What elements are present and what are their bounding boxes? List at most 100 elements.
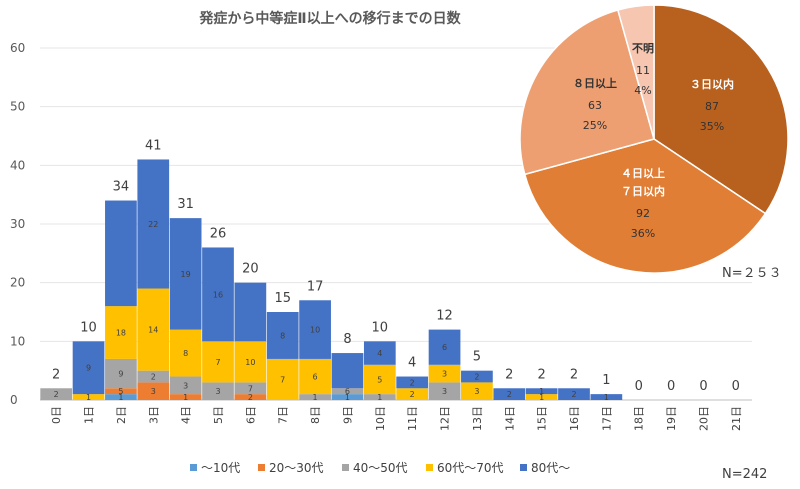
segment-value-label: 1 [86,393,91,402]
bar-segment [363,341,396,365]
bar-segment [137,288,170,371]
segment-value-label: 3 [183,381,188,390]
bar-total-label: 31 [177,197,194,212]
segment-value-label: 6 [313,373,318,382]
bar-total-label: 15 [274,291,291,306]
segment-value-label: 7 [280,375,285,384]
bar-segment [234,382,267,395]
bar-total-label: 0 [732,379,740,394]
bar-total-label: 0 [667,379,675,394]
pie-n-label: N=２５３ [722,266,782,281]
x-tick-label: 4日 [180,406,193,424]
legend-swatch [258,464,265,471]
segment-value-label: 3 [442,387,447,396]
bar-segment [525,388,558,395]
bar-segment [169,376,202,395]
segment-value-label: 5 [118,387,123,396]
segment-value-label: 16 [213,290,223,299]
y-tick-label: 10 [10,334,25,348]
bar-n-label: N=242 [722,467,767,482]
bar-segment [169,329,202,377]
segment-value-label: 1 [604,393,609,402]
chart-title: 発症から中等症Ⅱ以上への移行までの日数 [198,10,461,27]
segment-value-label: 2 [507,390,512,399]
bar-total-label: 41 [145,138,162,153]
bar-total-label: 4 [408,356,416,371]
x-tick-label: 18日 [633,406,646,431]
x-tick-label: 9日 [341,406,354,424]
bar-segment [72,394,105,400]
bar-segment [105,200,137,307]
segment-value-label: 6 [345,387,350,396]
bar-segment [363,394,396,400]
bar-segment [266,312,299,359]
segment-value-label: 8 [183,349,188,358]
bar-segment [299,300,331,359]
bar-segment [299,394,331,400]
bar-total-label: 34 [113,180,130,195]
bar-segment [396,388,429,400]
pie-slice [523,138,767,274]
bar-segment [40,388,73,400]
pie-slice-name: ４日以上 [621,166,665,180]
segment-value-label: 10 [310,326,320,335]
segment-value-label: 9 [86,364,91,373]
bar-segment [234,394,267,400]
bar-segment [590,394,623,400]
pie-slice-percent: 35% [700,120,724,133]
bar-segment [202,247,234,342]
segment-value-label: 1 [377,393,382,402]
pie-slice [519,9,655,176]
x-tick-label: 20日 [697,406,710,431]
x-tick-label: 3日 [147,406,160,424]
x-tick-label: 11日 [406,406,419,431]
bar-segment [299,358,331,395]
bar-total-label: 1 [602,373,610,388]
pie-slice-percent: 4% [634,84,651,97]
segment-value-label: 2 [151,373,156,382]
legend-swatch [342,464,349,471]
x-tick-label: 14日 [503,406,516,431]
bar-total-label: 8 [343,332,351,347]
legend-label: 40～50代 [353,461,408,475]
x-tick-label: 16日 [568,406,581,431]
segment-value-label: 1 [118,393,123,402]
bar-segment [461,382,493,400]
bar-segment [234,282,267,342]
x-tick-label: 21日 [730,406,743,431]
legend-swatch [520,464,527,471]
pie-slice-count: 63 [588,99,602,112]
segment-labels: 2 191591832142213819371627107816101615422… [54,220,609,402]
y-axis: 0 10 20 30 40 50 60 [10,41,25,407]
legend-label: ～10代 [201,461,240,475]
bar-segment [72,341,105,395]
segment-value-label: 6 [442,343,447,352]
bar-segment [266,358,299,400]
y-tick-label: 30 [10,217,25,231]
segment-value-label: 2 [54,390,59,399]
bar-total-label: 2 [52,367,60,382]
pie-slice [616,4,655,140]
segment-value-label: 3 [215,387,220,396]
pie-slice-name: 不明 [632,42,654,55]
x-tick-label: 15日 [536,406,549,431]
bar-segment [363,364,396,395]
pie-slice-name: ８日以上 [573,76,617,90]
segment-value-label: 7 [215,358,220,367]
bar-total-label: 10 [372,320,389,335]
y-tick-label: 20 [10,276,25,290]
x-tick-label: 1日 [83,406,96,424]
bar-series [40,159,623,400]
x-tick-label: 7日 [277,406,290,424]
bar-segment [493,388,526,400]
bar-total-label: 10 [80,320,97,335]
bar-segment [105,388,137,395]
bar-total-label: 2 [505,367,513,382]
x-axis: 0日 1日 2日 3日 4日 5日 6日 7日 8日 9日 10日 11日 12日 13日 14日 15日 16… [50,406,743,431]
x-tick-label: 10日 [374,406,387,431]
segment-value-label: 22 [148,220,158,229]
x-tick-label: 19日 [665,406,678,431]
bar-total-label: 26 [210,226,227,241]
bar-total-label: 12 [436,309,453,324]
